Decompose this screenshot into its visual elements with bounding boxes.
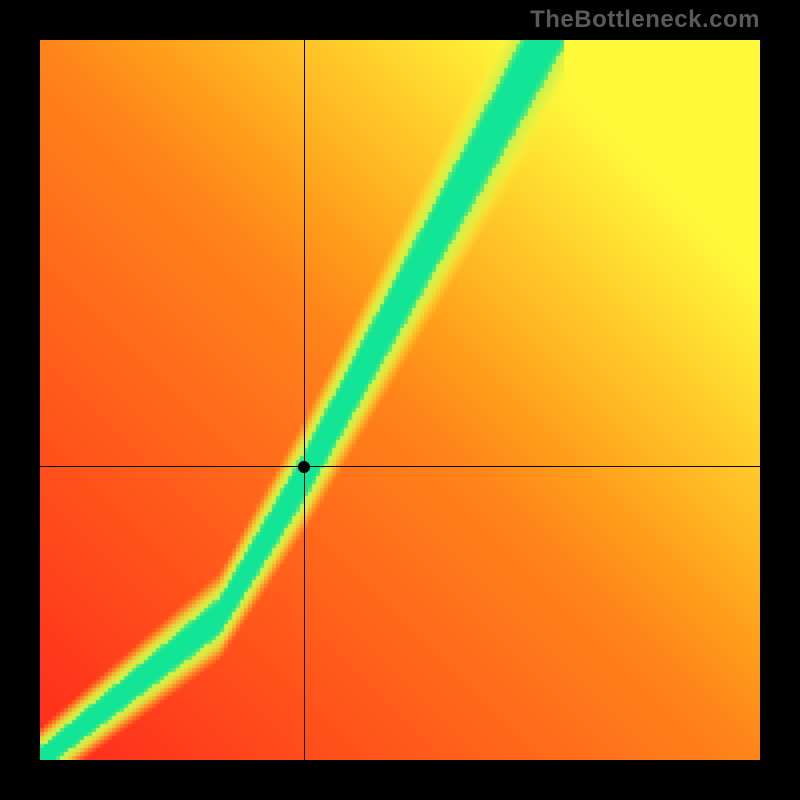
crosshair-vertical <box>304 40 305 760</box>
watermark-text: TheBottleneck.com <box>530 6 760 34</box>
crosshair-marker <box>298 461 310 473</box>
crosshair-horizontal <box>40 466 760 467</box>
heatmap-canvas <box>40 40 760 760</box>
plot-area <box>40 40 760 760</box>
